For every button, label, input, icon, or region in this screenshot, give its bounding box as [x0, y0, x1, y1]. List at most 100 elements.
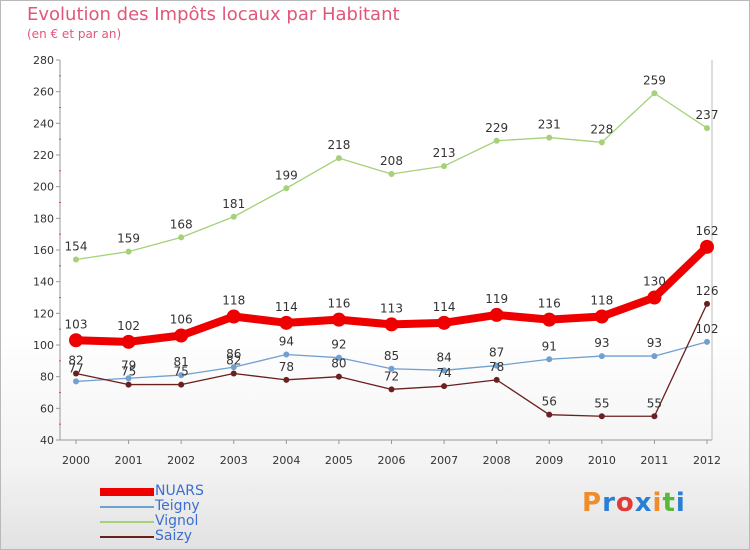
chart-subtitle: (en € et par an) [27, 27, 122, 41]
data-point-teigny [335, 354, 342, 361]
data-point-vignol [598, 139, 605, 146]
data-label-vignol: 228 [590, 122, 613, 136]
data-label-nuars: 114 [433, 300, 456, 314]
data-point-nuars [174, 328, 189, 343]
data-point-teigny [73, 378, 79, 385]
x-tick-label: 2001 [115, 454, 143, 467]
legend-swatch [100, 488, 154, 496]
data-label-vignol: 229 [485, 121, 508, 135]
legend-swatch [100, 506, 154, 508]
y-tick-label: 100 [33, 339, 54, 352]
data-label-saizy: 126 [696, 284, 719, 298]
data-point-nuars [700, 239, 714, 254]
data-label-teigny: 84 [436, 350, 451, 364]
legend-label: Teigny [155, 498, 200, 514]
data-point-teigny [546, 356, 553, 363]
data-point-nuars [279, 315, 294, 330]
data-point-vignol [283, 185, 290, 192]
x-tick-label: 2012 [693, 454, 721, 467]
data-point-nuars [121, 334, 136, 349]
legend-label: Vignol [155, 513, 199, 529]
data-point-teigny [651, 353, 658, 360]
data-point-saizy [230, 370, 237, 377]
logo-letter: r [602, 488, 616, 518]
data-point-saizy [493, 376, 500, 383]
data-point-saizy [704, 300, 710, 307]
data-point-nuars [542, 312, 557, 327]
data-label-teigny: 102 [696, 322, 719, 336]
y-tick-label: 40 [40, 434, 54, 447]
x-tick-label: 2003 [220, 454, 248, 467]
legend-label: Saizy [155, 528, 192, 544]
data-point-vignol [493, 137, 500, 144]
y-tick-label: 80 [40, 371, 54, 384]
data-label-saizy: 75 [174, 365, 189, 379]
data-label-teigny: 91 [542, 339, 557, 353]
data-point-nuars [437, 315, 452, 330]
logo-letter: x [634, 488, 653, 518]
data-point-nuars [647, 290, 662, 305]
logo-letter: i [675, 488, 686, 518]
data-point-teigny [441, 367, 448, 374]
y-tick-label: 140 [33, 276, 54, 289]
data-point-vignol [178, 234, 185, 241]
series-points [69, 90, 714, 420]
x-tick-label: 2004 [272, 454, 300, 467]
data-point-saizy [598, 413, 605, 420]
data-label-saizy: 80 [331, 357, 346, 371]
data-label-nuars: 113 [380, 301, 403, 315]
data-label-vignol: 208 [380, 154, 403, 168]
legend-swatch [100, 521, 154, 523]
data-point-vignol [335, 155, 342, 162]
x-tick-label: 2011 [640, 454, 668, 467]
data-label-nuars: 130 [643, 275, 666, 289]
x-tick-label: 2000 [62, 454, 90, 467]
data-point-teigny [178, 372, 185, 379]
data-label-vignol: 259 [643, 73, 666, 87]
logo-letter: t [662, 488, 676, 518]
y-tick-label: 260 [33, 86, 54, 99]
data-point-nuars [69, 333, 83, 348]
data-label-saizy: 82 [226, 354, 241, 368]
data-label-nuars: 114 [275, 300, 298, 314]
data-label-vignol: 168 [170, 217, 193, 231]
y-tick-label: 220 [33, 149, 54, 162]
data-point-vignol [230, 213, 237, 220]
data-label-nuars: 116 [327, 297, 350, 311]
data-label-saizy: 72 [384, 369, 399, 383]
x-tick-label: 2006 [378, 454, 406, 467]
logo-letter: i [652, 488, 663, 518]
data-point-teigny [230, 364, 237, 371]
legend-label: NUARS [155, 483, 204, 499]
data-label-nuars: 116 [538, 297, 561, 311]
data-point-teigny [493, 362, 500, 369]
data-label-saizy: 82 [68, 354, 83, 368]
data-point-vignol [441, 163, 448, 170]
data-label-teigny: 94 [279, 335, 294, 349]
data-point-saizy [73, 370, 79, 377]
axes: 40 60 80 100 120 140 160 180 200 220 240 260 280 2000… [33, 54, 721, 467]
x-tick-label: 2010 [588, 454, 616, 467]
data-label-teigny: 81 [174, 355, 189, 369]
data-point-vignol [546, 134, 553, 141]
data-point-saizy [546, 411, 553, 418]
data-label-vignol: 213 [433, 146, 456, 160]
data-label-teigny: 93 [647, 336, 662, 350]
logo-letter: P [582, 488, 603, 518]
data-label-vignol: 154 [65, 240, 88, 254]
x-tick-label: 2005 [325, 454, 353, 467]
y-tick-label: 240 [33, 117, 54, 130]
data-point-teigny [704, 338, 710, 345]
y-tick-label: 280 [33, 54, 54, 67]
data-point-vignol [651, 90, 658, 97]
data-point-saizy [651, 413, 658, 420]
data-point-teigny [125, 375, 132, 382]
data-point-nuars [331, 312, 346, 327]
data-point-teigny [598, 353, 605, 360]
data-point-saizy [283, 376, 290, 383]
data-point-nuars [489, 307, 504, 322]
legend-swatch [100, 536, 154, 538]
proxiti-logo: Proxiti [582, 488, 686, 518]
data-label-teigny: 79 [121, 358, 136, 372]
